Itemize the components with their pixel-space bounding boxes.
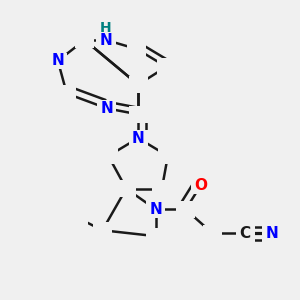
FancyBboxPatch shape	[152, 180, 171, 197]
FancyBboxPatch shape	[157, 58, 176, 75]
FancyBboxPatch shape	[176, 201, 195, 218]
Text: N: N	[100, 32, 112, 47]
FancyBboxPatch shape	[117, 180, 136, 197]
FancyBboxPatch shape	[98, 100, 116, 117]
FancyBboxPatch shape	[158, 148, 177, 164]
FancyBboxPatch shape	[203, 225, 222, 242]
Text: N: N	[100, 101, 113, 116]
FancyBboxPatch shape	[236, 225, 255, 242]
FancyBboxPatch shape	[146, 201, 166, 218]
Text: H: H	[100, 21, 112, 35]
FancyBboxPatch shape	[129, 106, 148, 123]
FancyBboxPatch shape	[75, 32, 94, 48]
FancyBboxPatch shape	[99, 148, 118, 164]
FancyBboxPatch shape	[262, 225, 281, 242]
FancyBboxPatch shape	[69, 210, 88, 227]
Text: C: C	[239, 226, 251, 241]
Text: N: N	[150, 202, 162, 217]
FancyBboxPatch shape	[97, 32, 116, 48]
Text: N: N	[266, 226, 278, 241]
FancyBboxPatch shape	[57, 85, 76, 102]
FancyBboxPatch shape	[129, 130, 148, 146]
FancyBboxPatch shape	[146, 228, 166, 244]
Text: N: N	[52, 53, 64, 68]
Text: O: O	[194, 178, 207, 193]
FancyBboxPatch shape	[127, 40, 146, 57]
FancyBboxPatch shape	[191, 177, 210, 194]
Text: N: N	[132, 130, 145, 146]
FancyBboxPatch shape	[93, 222, 112, 238]
FancyBboxPatch shape	[48, 52, 68, 69]
FancyBboxPatch shape	[129, 76, 148, 93]
